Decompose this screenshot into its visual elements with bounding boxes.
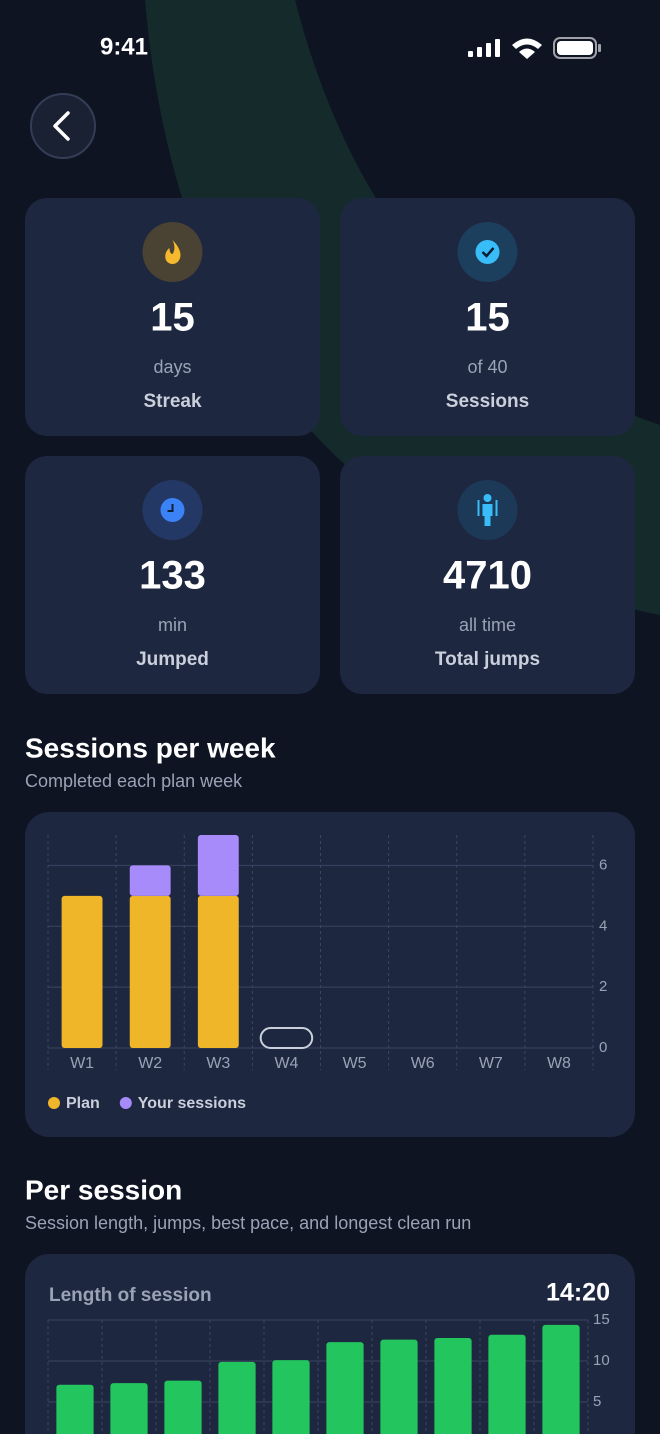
icon-bg — [142, 222, 203, 282]
x-tick-label: W4 — [274, 1055, 298, 1072]
y-tick-label: 10 — [593, 1352, 610, 1369]
stat-card — [25, 198, 320, 436]
stat-card — [340, 456, 635, 694]
status-icons — [468, 37, 601, 59]
bar — [488, 1334, 526, 1434]
stat-icon — [457, 480, 518, 540]
x-tick-label: W7 — [479, 1055, 503, 1072]
bar-segment — [129, 865, 171, 896]
section-subtitle: Session length, jumps, best pace, and lo… — [25, 1213, 471, 1233]
icon — [167, 504, 174, 512]
bar-segment — [129, 895, 171, 1048]
status-time: 9:41 — [100, 33, 148, 60]
section-subtitle: Completed each plan week — [25, 771, 243, 791]
x-tick-label: W5 — [343, 1055, 367, 1072]
stat-value: 133 — [139, 554, 206, 598]
stat-label: Jumped — [136, 649, 209, 670]
x-tick-label: W1 — [70, 1055, 94, 1072]
y-tick-label: 2 — [599, 978, 607, 995]
legend-label: Your sessions — [138, 1095, 246, 1112]
legend-dot — [48, 1097, 60, 1109]
icon — [477, 500, 498, 516]
chart-card — [25, 812, 635, 1137]
y-tick-label: 15 — [593, 1311, 610, 1328]
bar — [542, 1324, 580, 1434]
bar-empty — [259, 1027, 314, 1049]
stat-icon — [457, 222, 518, 282]
panel-title: Length of session — [49, 1285, 212, 1306]
panel-headline: 14:20 — [546, 1279, 610, 1307]
stat-icon — [142, 222, 203, 282]
stat-label: Streak — [143, 391, 202, 412]
bar — [326, 1342, 364, 1434]
bar-segment — [61, 895, 103, 1048]
legend-dot — [119, 1097, 132, 1109]
x-tick-label: W2 — [138, 1055, 162, 1072]
icon — [482, 504, 493, 526]
x-tick-label: W8 — [547, 1055, 571, 1072]
bar — [218, 1361, 256, 1434]
stat-value: 15 — [465, 296, 510, 340]
bar — [164, 1380, 202, 1434]
section-title: Sessions per week — [25, 732, 276, 763]
bar — [434, 1338, 472, 1434]
stat-icon — [142, 480, 203, 540]
stat-unit: days — [153, 357, 191, 377]
stat-value: 15 — [150, 296, 195, 340]
bar-segment — [197, 895, 239, 1048]
stat-card — [340, 198, 635, 436]
icon — [483, 494, 492, 502]
bar — [380, 1339, 418, 1434]
stat-unit: min — [158, 615, 187, 635]
bar — [272, 1360, 310, 1434]
legend-label: Plan — [66, 1095, 100, 1112]
back-button[interactable] — [30, 93, 96, 159]
bar — [110, 1383, 148, 1434]
y-tick-label: 6 — [599, 856, 607, 873]
icon — [165, 240, 181, 264]
y-tick-label: 0 — [599, 1039, 607, 1056]
section-title: Per session — [25, 1174, 182, 1205]
stat-card — [25, 456, 320, 694]
stat-value: 4710 — [443, 554, 532, 598]
icon — [481, 247, 495, 258]
x-tick-label: W3 — [206, 1055, 230, 1072]
bar — [56, 1384, 94, 1434]
bar-segment — [197, 835, 239, 896]
stat-label: Total jumps — [435, 649, 540, 670]
stat-label: Sessions — [446, 391, 529, 412]
icon — [475, 240, 500, 264]
y-tick-label: 5 — [593, 1393, 601, 1410]
y-tick-label: 4 — [599, 917, 607, 934]
stat-unit: all time — [459, 615, 516, 635]
stat-unit: of 40 — [467, 357, 507, 377]
x-tick-label: W6 — [411, 1055, 435, 1072]
